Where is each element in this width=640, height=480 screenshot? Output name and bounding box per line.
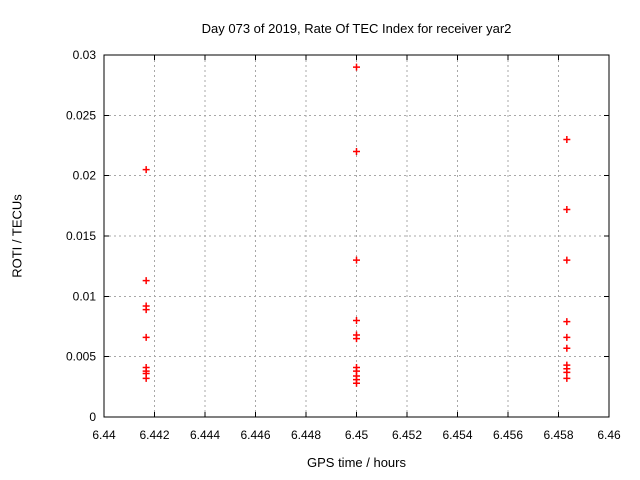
- data-point-marker: [142, 277, 150, 285]
- data-point-marker: [142, 333, 150, 341]
- data-point-marker: [353, 148, 360, 156]
- data-point-marker: [563, 256, 571, 264]
- x-tick-label: 6.448: [291, 428, 321, 442]
- data-point-marker: [563, 205, 571, 213]
- x-tick-label: 6.46: [597, 428, 621, 442]
- data-point-marker: [563, 318, 571, 326]
- x-tick-label: 6.45: [345, 428, 369, 442]
- data-point-marker: [563, 368, 571, 376]
- x-tick-label: 6.452: [392, 428, 422, 442]
- data-point-marker: [353, 379, 360, 387]
- x-tick-label: 6.442: [139, 428, 169, 442]
- x-axis-label: GPS time / hours: [307, 455, 406, 470]
- x-tick-label: 6.456: [493, 428, 523, 442]
- data-point-marker: [563, 344, 571, 352]
- x-tick-label: 6.446: [240, 428, 270, 442]
- data-point-marker: [563, 135, 571, 143]
- x-tick-label: 6.458: [543, 428, 573, 442]
- data-point-marker: [353, 316, 360, 324]
- data-point-marker: [142, 306, 150, 314]
- data-point-marker: [142, 374, 150, 382]
- chart-title: Day 073 of 2019, Rate Of TEC Index for r…: [201, 21, 512, 36]
- x-tick-label: 6.454: [442, 428, 472, 442]
- x-tick-label: 6.44: [92, 428, 116, 442]
- data-point-marker: [353, 63, 360, 71]
- y-tick-label: 0: [89, 410, 96, 424]
- x-tick-label: 6.444: [190, 428, 220, 442]
- y-tick-label: 0.02: [73, 169, 97, 183]
- y-tick-label: 0.025: [66, 108, 96, 122]
- data-point-marker: [563, 374, 571, 382]
- data-point-marker: [142, 166, 150, 174]
- y-tick-label: 0.03: [73, 48, 97, 62]
- y-tick-label: 0.015: [66, 229, 96, 243]
- data-point-marker: [353, 335, 360, 343]
- y-tick-label: 0.005: [66, 350, 96, 364]
- data-point-marker: [563, 333, 571, 341]
- y-tick-label: 0.01: [73, 289, 97, 303]
- data-point-marker: [353, 256, 360, 264]
